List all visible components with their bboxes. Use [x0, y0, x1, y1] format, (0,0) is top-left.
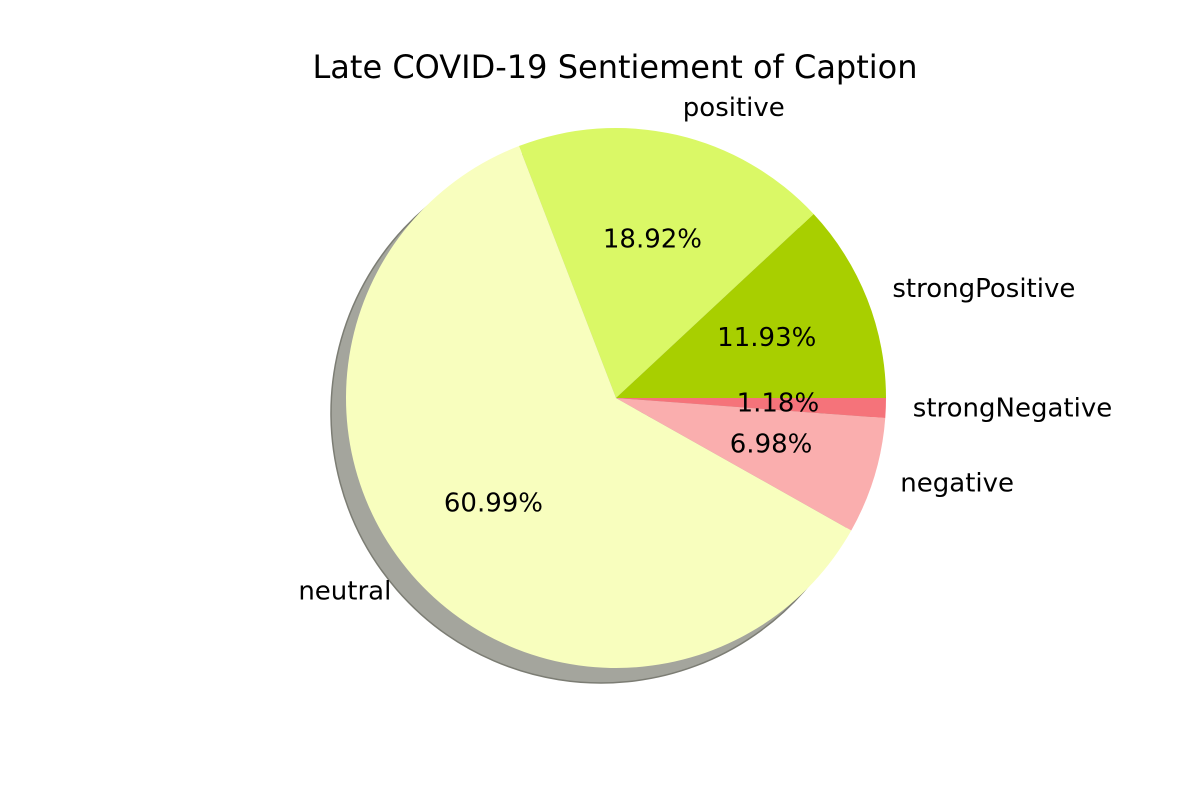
slice-label-positive: positive — [683, 93, 785, 123]
slice-pct-label-strongnegative: 1.18% — [737, 389, 820, 419]
slice-pct-label-positive: 18.92% — [603, 225, 702, 255]
pie-slice-positive — [518, 127, 814, 398]
pie-slice-strongnegative — [616, 398, 886, 418]
pie-slice-strongpositive — [616, 214, 886, 398]
slice-label-neutral: neutral — [298, 577, 391, 607]
slice-label-negative: negative — [900, 468, 1014, 498]
slice-label-strongnegative: strongNegative — [913, 394, 1112, 424]
pie-slice-neutral — [346, 146, 852, 669]
slice-pct-label-negative: 6.98% — [730, 429, 813, 459]
slice-label-strongpositive: strongPositive — [892, 274, 1075, 304]
chart-title: Late COVID-19 Sentiement of Caption — [312, 48, 917, 86]
pie-slice-negative — [616, 398, 886, 531]
slice-pct-label-strongpositive: 11.93% — [717, 323, 816, 353]
pie-slices — [346, 127, 886, 669]
pie-labels: strongPositive 11.93% positive 18.92% neutra… — [298, 93, 1112, 607]
slice-pct-label-neutral: 60.99% — [444, 488, 543, 518]
